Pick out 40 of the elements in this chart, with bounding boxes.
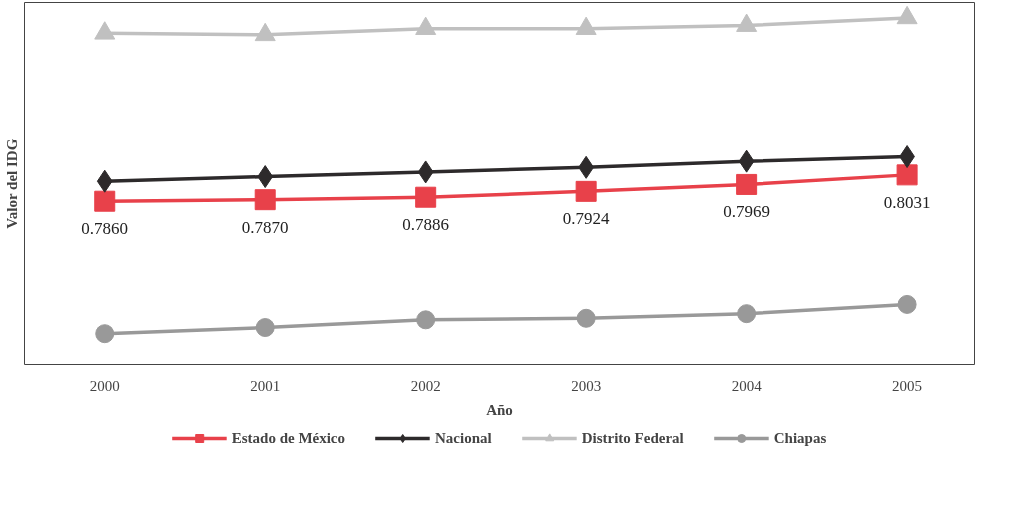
point <box>95 324 115 344</box>
x-axis-title: Año <box>486 401 513 418</box>
x-tick-label: 2001 <box>250 377 281 394</box>
legend-label: Nacional <box>435 429 492 447</box>
point <box>896 5 918 25</box>
point <box>254 189 276 211</box>
data-label: 0.7870 <box>241 217 289 237</box>
point <box>737 304 757 324</box>
point <box>415 186 437 208</box>
legend-label: Estado de México <box>231 429 346 447</box>
legend-label: Chiapas <box>773 429 827 447</box>
point <box>254 22 276 42</box>
point <box>738 149 755 173</box>
data-label: 0.7924 <box>562 209 611 229</box>
point <box>736 13 758 32</box>
data-label: 0.7886 <box>402 215 450 235</box>
point <box>417 160 434 184</box>
data-label: 0.7860 <box>81 219 129 239</box>
point <box>575 16 597 35</box>
point <box>576 308 596 328</box>
legend-label: Distrito Federal <box>581 429 684 447</box>
x-tick-label: 2005 <box>892 377 923 394</box>
x-tick-label: 2004 <box>731 377 763 394</box>
point <box>415 16 437 35</box>
point <box>896 164 918 186</box>
point <box>94 190 116 212</box>
point <box>255 318 275 338</box>
x-tick-label: 2002 <box>410 377 441 394</box>
data-label: 0.8031 <box>883 192 931 212</box>
point <box>257 165 274 189</box>
point <box>736 173 758 195</box>
point <box>897 294 917 314</box>
x-tick-label: 2003 <box>571 377 602 394</box>
y-axis-title: Valor del IDG <box>3 138 20 229</box>
data-label: 0.7969 <box>723 202 770 222</box>
point <box>416 310 436 330</box>
point <box>94 21 116 40</box>
x-tick-label: 2000 <box>89 377 120 394</box>
point <box>575 180 597 202</box>
point <box>96 169 113 193</box>
